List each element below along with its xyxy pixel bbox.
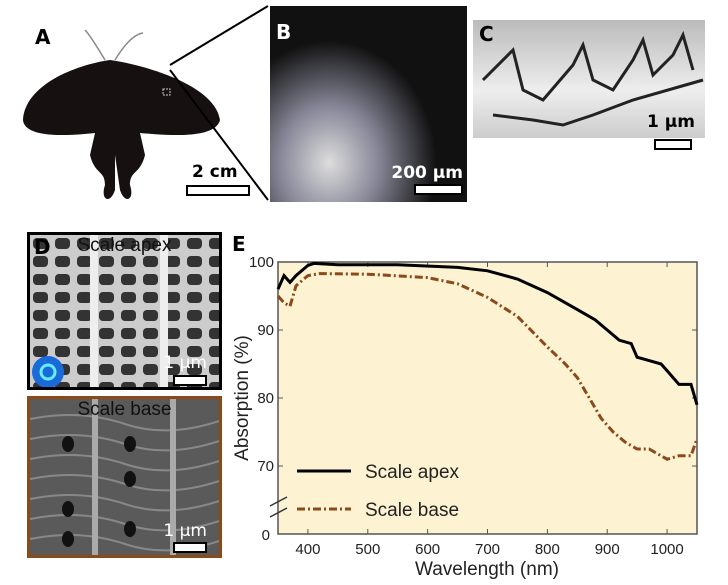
panel-c-micrograph: C 1 µm [473,20,705,138]
panel-e-label: E [232,232,246,256]
plot-area [277,261,698,535]
x-tick-label: 400 [295,541,320,558]
panel-d-apex-title: Scale apex [77,235,172,256]
legend-label-base: Scale base [365,500,459,521]
panel-d-base-sem: Scale base 1 µm [27,396,222,558]
y-tick-label: 90 [257,322,274,339]
panel-b-micrograph: B 200 µm [270,6,467,202]
x-axis-label: Wavelength (nm) [415,559,559,580]
y-axis-label: Absorption (%) [232,335,253,461]
x-tick-label: 600 [415,541,440,558]
panel-d-apex-sem: D Scale apex 1 µm [27,232,222,390]
y-tick-label: 80 [257,390,274,407]
x-tick-label: 900 [595,541,620,558]
panel-b-scale-bar [414,184,463,195]
y-tick-zero: 0 [262,527,270,544]
x-tick-label: 800 [535,541,560,558]
x-tick-label: 700 [475,541,500,558]
panel-d-base-scale-text: 1 µm [163,521,207,541]
panel-d-label: D [34,235,51,259]
axis-break-icon [269,496,288,518]
series-line-scale-base [276,272,699,461]
panel-d-base-title: Scale base [77,399,172,420]
panel-c-scale-text: 1 µm [647,112,695,132]
x-tick-label: 1000 [650,541,683,558]
legend-label-apex: Scale apex [365,462,460,483]
zoom-arrows [169,5,269,201]
panel-a-scale-text: 2 cm [192,162,238,182]
panel-d-apex-scale-text: 1 µm [163,353,207,373]
panel-a-label: A [35,25,51,49]
series-line-scale-apex [276,261,699,406]
y-tick-label: 100 [249,254,274,271]
panel-d-apex-scale-bar [173,375,207,386]
panel-d-base-scale-bar [173,542,207,553]
y-tick-label: 70 [257,458,274,475]
panel-c-scale-bar [654,139,692,150]
butterfly-image [23,29,220,200]
panel-a-scale-bar [186,185,250,196]
x-tick-label: 500 [355,541,380,558]
panel-b-label: B [276,20,292,44]
panel-c-label: C [479,22,494,46]
panel-b-scale-text: 200 µm [391,163,463,183]
